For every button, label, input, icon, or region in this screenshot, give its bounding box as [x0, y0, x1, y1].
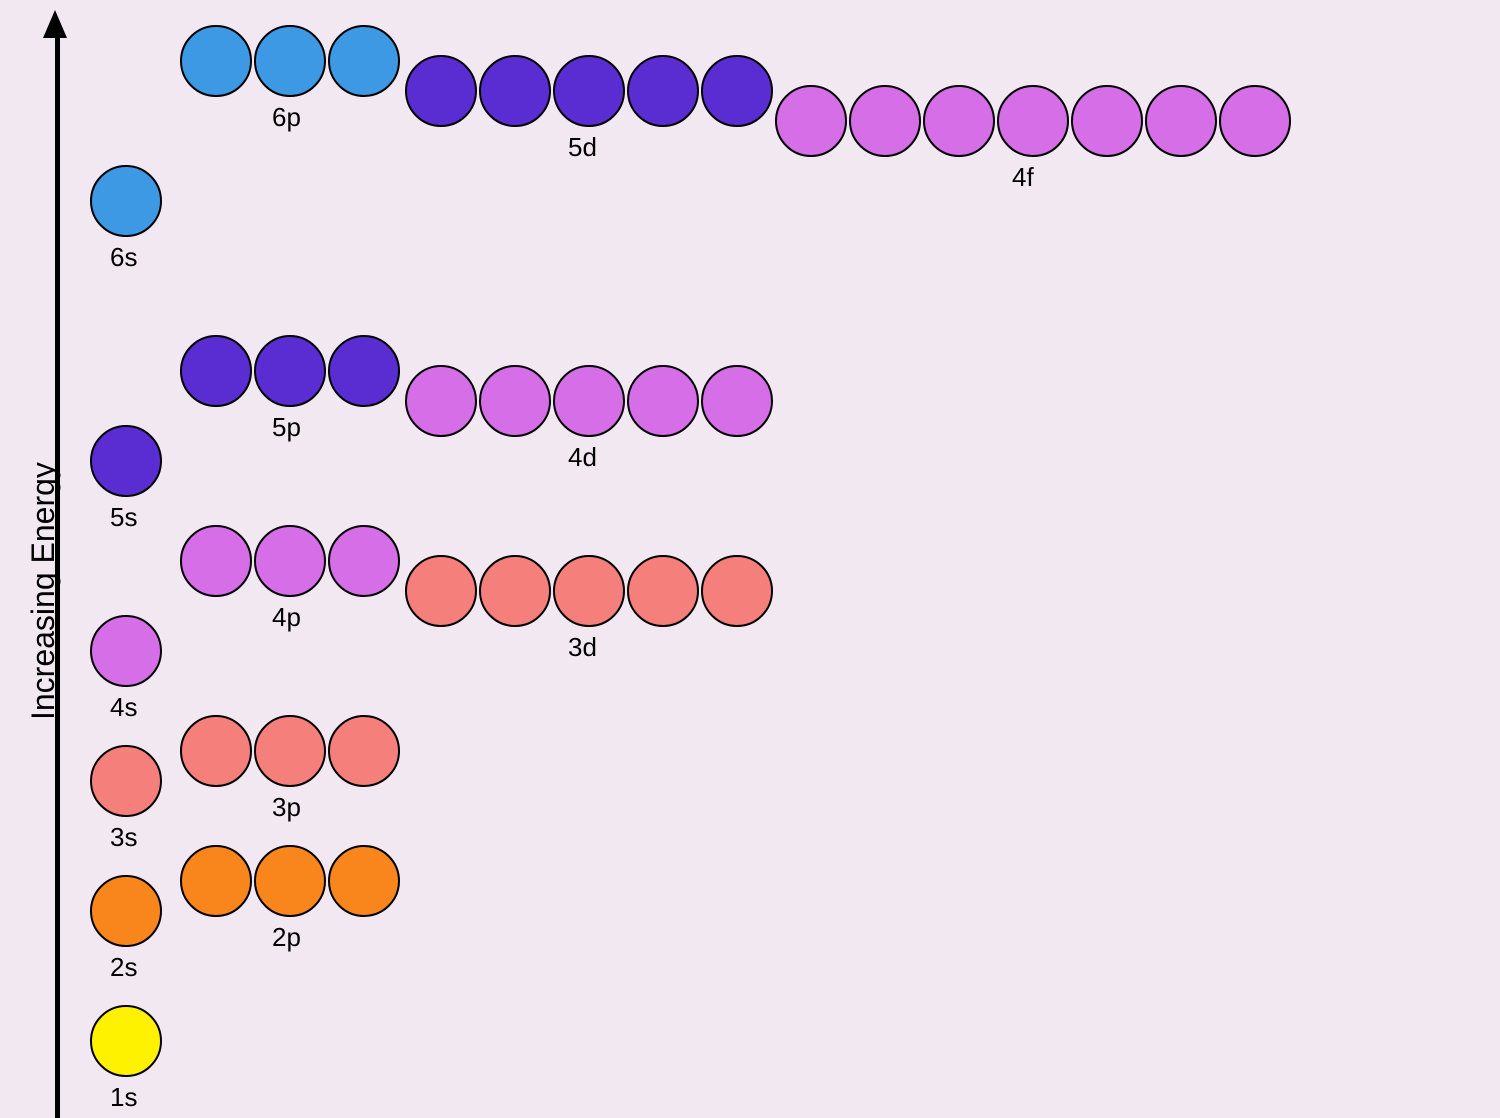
- orbital-4d-2: [553, 365, 625, 437]
- orbital-4d-4: [701, 365, 773, 437]
- orbital-3p-0: [180, 715, 252, 787]
- orbital-4f-6: [1219, 85, 1291, 157]
- orbital-group-2p: [180, 845, 402, 917]
- orbital-label-4f: 4f: [1012, 162, 1034, 193]
- orbital-4p-0: [180, 525, 252, 597]
- orbital-4f-4: [1071, 85, 1143, 157]
- orbital-4p-2: [328, 525, 400, 597]
- orbital-4f-5: [1145, 85, 1217, 157]
- orbital-label-4p: 4p: [272, 602, 301, 633]
- orbital-label-2p: 2p: [272, 922, 301, 953]
- orbital-2p-2: [328, 845, 400, 917]
- orbital-3s-0: [90, 745, 162, 817]
- orbital-6p-1: [254, 25, 326, 97]
- orbital-3d-3: [627, 555, 699, 627]
- orbital-4f-0: [775, 85, 847, 157]
- orbital-group-3d: [405, 555, 775, 627]
- orbital-group-5d: [405, 55, 775, 127]
- orbital-3d-0: [405, 555, 477, 627]
- orbital-5d-0: [405, 55, 477, 127]
- orbital-4d-0: [405, 365, 477, 437]
- orbital-label-5p: 5p: [272, 412, 301, 443]
- orbital-6p-0: [180, 25, 252, 97]
- orbital-4s-0: [90, 615, 162, 687]
- orbital-5d-2: [553, 55, 625, 127]
- orbital-group-3p: [180, 715, 402, 787]
- orbital-group-1s: [90, 1005, 164, 1077]
- orbital-3p-1: [254, 715, 326, 787]
- orbital-5s-0: [90, 425, 162, 497]
- orbital-group-4d: [405, 365, 775, 437]
- orbital-5p-0: [180, 335, 252, 407]
- orbital-group-5p: [180, 335, 402, 407]
- orbital-2p-0: [180, 845, 252, 917]
- orbital-4f-1: [849, 85, 921, 157]
- orbital-group-3s: [90, 745, 164, 817]
- orbital-2s-0: [90, 875, 162, 947]
- orbital-group-6p: [180, 25, 402, 97]
- orbital-label-4d: 4d: [568, 442, 597, 473]
- axis-label: Increasing Energy: [25, 462, 62, 720]
- orbital-label-5d: 5d: [568, 132, 597, 163]
- orbital-4d-1: [479, 365, 551, 437]
- orbital-5d-3: [627, 55, 699, 127]
- orbital-group-6s: [90, 165, 164, 237]
- orbital-6s-0: [90, 165, 162, 237]
- orbital-5d-4: [701, 55, 773, 127]
- orbital-4d-3: [627, 365, 699, 437]
- orbital-label-1s: 1s: [110, 1082, 137, 1113]
- orbital-group-2s: [90, 875, 164, 947]
- orbital-3d-4: [701, 555, 773, 627]
- orbital-6p-2: [328, 25, 400, 97]
- orbital-label-6s: 6s: [110, 242, 137, 273]
- orbital-label-6p: 6p: [272, 102, 301, 133]
- orbital-4p-1: [254, 525, 326, 597]
- orbital-label-3s: 3s: [110, 822, 137, 853]
- orbital-3p-2: [328, 715, 400, 787]
- orbital-label-2s: 2s: [110, 952, 137, 983]
- orbital-group-4p: [180, 525, 402, 597]
- orbital-label-3d: 3d: [568, 632, 597, 663]
- orbital-group-5s: [90, 425, 164, 497]
- orbital-label-4s: 4s: [110, 692, 137, 723]
- orbital-4f-2: [923, 85, 995, 157]
- orbital-2p-1: [254, 845, 326, 917]
- orbital-5p-2: [328, 335, 400, 407]
- orbital-group-4f: [775, 85, 1293, 157]
- orbital-group-4s: [90, 615, 164, 687]
- orbital-5p-1: [254, 335, 326, 407]
- orbital-3d-2: [553, 555, 625, 627]
- orbital-4f-3: [997, 85, 1069, 157]
- orbital-label-3p: 3p: [272, 792, 301, 823]
- axis-arrow-head: [43, 10, 67, 38]
- orbital-3d-1: [479, 555, 551, 627]
- orbital-5d-1: [479, 55, 551, 127]
- orbital-1s-0: [90, 1005, 162, 1077]
- orbital-label-5s: 5s: [110, 502, 137, 533]
